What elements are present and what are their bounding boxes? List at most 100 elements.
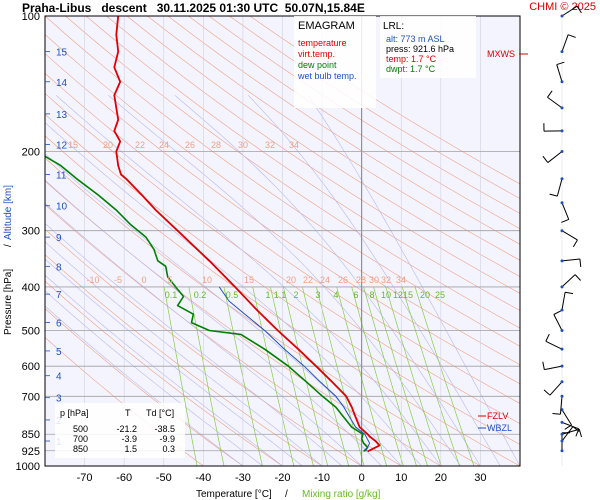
mixing-ratio-label: 15 — [403, 290, 413, 300]
theta-label-400: 30 — [369, 275, 379, 285]
theta-label-200: 32 — [265, 140, 275, 150]
y-axis-separator: / — [3, 244, 14, 247]
theta-label-200: 26 — [185, 140, 195, 150]
moist-adiabat — [45, 202, 362, 466]
wind-barb-dot — [560, 106, 564, 110]
wind-barb — [560, 201, 570, 223]
moist-adiabat — [45, 274, 283, 466]
altitude-tick-label: 7 — [56, 290, 62, 301]
table-t-700: -3.9 — [121, 434, 137, 444]
wind-barb-feather — [574, 274, 581, 281]
mixing-ratio-label: 1 — [265, 290, 270, 300]
wind-barb — [547, 90, 564, 110]
table-td-500: -38.5 — [154, 424, 175, 434]
sounding-title: Praha-Libus descent 30.11.2025 01:30 UTC… — [22, 1, 365, 15]
wind-barb-dot — [560, 259, 564, 263]
wind-barb — [542, 361, 564, 371]
moist-adiabat — [45, 122, 422, 466]
mxws-marker: MXWS — [487, 49, 515, 59]
wind-barb-feather — [545, 333, 550, 342]
wind-barb-feather — [553, 310, 562, 315]
wind-barb-dot — [560, 201, 564, 205]
wind-barbs — [542, 5, 582, 466]
mixing-ratio-label: 8 — [369, 290, 374, 300]
dry-adiabat — [126, 16, 520, 277]
temperature-tick-label: -30 — [235, 472, 251, 484]
wind-barb — [553, 310, 564, 333]
moist-adiabat — [45, 179, 382, 466]
theta-label-400: 10 — [202, 275, 212, 285]
theta-label-400: 0 — [141, 275, 146, 285]
wind-barb-dot — [560, 439, 564, 443]
theta-label-400: 20 — [286, 275, 296, 285]
wind-barb-staff — [561, 409, 572, 426]
moist-adiabat — [45, 241, 323, 466]
pressure-tick-label: 200 — [22, 146, 40, 158]
lrl-dwpt: dwpt: 1.7 °C — [386, 64, 436, 74]
moist-adiabat — [45, 153, 402, 466]
table-p-700: 700 — [73, 434, 88, 444]
temperature-tick-label: 20 — [435, 472, 447, 484]
wind-barb-staff — [561, 274, 576, 288]
altitude-tick-label: 9 — [56, 233, 62, 244]
series-temperature — [113, 16, 381, 453]
altitude-tick-label: 15 — [56, 48, 68, 59]
x-axis-separator: / — [285, 489, 288, 500]
wind-barb — [560, 5, 582, 18]
temperature-tick-label: -70 — [77, 472, 93, 484]
lrl-alt: alt: 773 m ASL — [386, 34, 445, 44]
wind-barb-feather — [556, 61, 565, 66]
wind-barb-staff — [545, 340, 563, 350]
legend-temperature: temperature — [298, 38, 347, 48]
pressure-tick-label: 600 — [22, 361, 40, 373]
pressure-tick-label: 300 — [22, 226, 40, 238]
theta-label-200: 28 — [211, 140, 221, 150]
pressure-tick-label: 925 — [22, 446, 40, 458]
wind-barb-staff — [559, 396, 563, 415]
table-p-850: 850 — [73, 444, 88, 454]
dry-adiabat — [45, 16, 520, 347]
table-header-pressure: p [hPa] — [60, 408, 89, 418]
dry-adiabat — [229, 16, 520, 199]
legend-heading: EMAGRAM — [298, 20, 355, 32]
y-axis-label-altitude: Altitude [km] — [3, 185, 14, 240]
pressure-tick-label: 500 — [22, 326, 40, 338]
pressure-tick-label: 1000 — [16, 461, 40, 473]
wind-barb-feather — [578, 429, 582, 438]
dry-adiabat — [85, 16, 520, 311]
altitude-tick-label: 13 — [56, 110, 68, 121]
wind-barb — [560, 258, 582, 267]
plot-frame — [44, 15, 521, 467]
wind-barb-staff — [561, 230, 578, 241]
lrl-info: LRL: alt: 773 m ASL press: 921.6 hPa tem… — [380, 16, 476, 78]
theta-label-400: 28 — [356, 275, 366, 285]
theta-label-200: 20 — [103, 140, 113, 150]
wind-barb-staff — [561, 258, 580, 262]
wind-barb — [560, 34, 576, 54]
wind-barb-staff — [547, 151, 563, 163]
mixing-ratio-label: 25 — [435, 290, 445, 300]
wind-barb-dot — [560, 347, 564, 351]
lrl-temp: temp: 1.7 °C — [386, 54, 437, 64]
table-header-td: Td [°C] — [146, 408, 174, 418]
series-dew-point — [45, 155, 369, 452]
table-t-850: 1.5 — [124, 444, 137, 454]
wind-barb-feather — [549, 193, 558, 197]
wind-barb-staff — [561, 34, 569, 52]
altitude-tick-label: 11 — [56, 170, 67, 181]
temperature-tick-label: -60 — [116, 472, 132, 484]
temperature-tick-label: 0 — [359, 472, 365, 484]
wind-barb-dot — [560, 420, 564, 424]
wind-barb-dot — [560, 308, 564, 312]
wind-barb-staff — [556, 64, 563, 82]
moist-adiabat — [55, 94, 442, 466]
pressure-tick-label: 100 — [22, 11, 40, 23]
lrl-heading: LRL: — [383, 21, 404, 32]
wind-barb-feather — [572, 239, 578, 248]
theta-label-400: 15 — [244, 275, 254, 285]
wind-barb-feather — [579, 258, 582, 267]
altitude-tick-label: 12 — [56, 141, 68, 152]
mixing-ratio-label: 0.5 — [226, 290, 239, 300]
theta-label-200: 22 — [135, 140, 145, 150]
